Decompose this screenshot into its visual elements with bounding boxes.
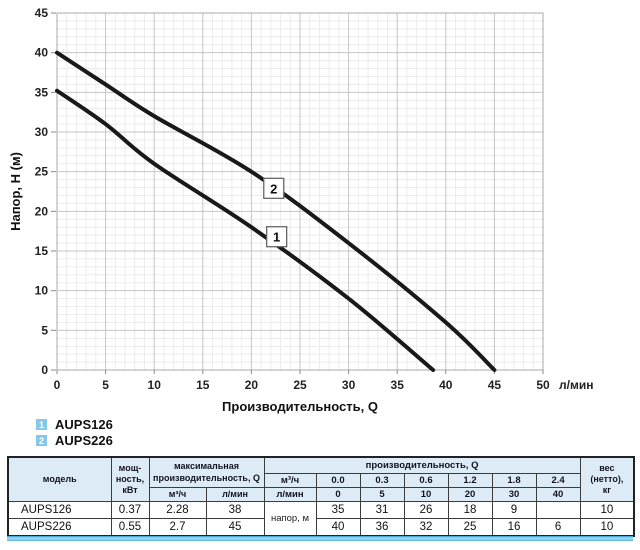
svg-text:40: 40: [439, 378, 453, 392]
svg-text:2: 2: [270, 181, 277, 196]
svg-text:15: 15: [35, 244, 49, 258]
weight-cell: 10: [579, 518, 635, 537]
performance-chart: 0 5 10 15 20 25 30 35 40 45 50 л/мин 0 5 10 15 20 25 30 35 4…: [8, 6, 593, 414]
curve-AUPS126: [55, 88, 436, 372]
m3h-value: 2.4: [535, 473, 581, 488]
head-value-cell: 18: [447, 501, 493, 519]
lmin-value: 20: [447, 487, 493, 502]
power-cell: 0.55: [110, 518, 150, 537]
lmin-value: 5: [359, 487, 405, 502]
legend-label-aups126: AUPS126: [55, 417, 113, 432]
col-header-max-capacity: максимальная производительность, Q: [148, 456, 265, 488]
x-axis-title: Производительность, Q: [222, 399, 378, 414]
head-value-cell: 32: [403, 518, 449, 537]
grid-major: [56, 12, 544, 371]
head-value-cell: 40: [315, 518, 361, 537]
unit-lmin-label: л/мин: [263, 487, 317, 502]
svg-text:0: 0: [54, 378, 61, 392]
svg-text:20: 20: [245, 378, 259, 392]
y-tick-labels: 0 5 10 15 20 25 30 35 40 45: [35, 6, 49, 377]
col-header-power: мощ- ность, кВт: [110, 456, 150, 502]
model-cell-aups126: AUPS126: [7, 501, 112, 519]
svg-text:25: 25: [293, 378, 307, 392]
svg-text:5: 5: [102, 378, 109, 392]
svg-text:30: 30: [35, 125, 49, 139]
lmin-value: 10: [403, 487, 449, 502]
head-row-label: напор, м: [263, 501, 317, 537]
svg-text:30: 30: [342, 378, 356, 392]
head-value-cell: 6: [535, 518, 581, 537]
head-value-cell: 25: [447, 518, 493, 537]
svg-text:50: 50: [536, 378, 550, 392]
head-value-cell: 36: [359, 518, 405, 537]
max-m3h-label: м³/ч: [148, 487, 207, 502]
lmin-value: 0: [315, 487, 361, 502]
col-header-capacity: производительность, Q: [263, 456, 581, 474]
head-value-cell: 31: [359, 501, 405, 519]
svg-text:0: 0: [41, 363, 48, 377]
x-tick-labels: 0 5 10 15 20 25 30 35 40 45 50: [54, 378, 550, 392]
svg-text:35: 35: [391, 378, 405, 392]
m3h-value: 1.2: [447, 473, 493, 488]
unit-m3h-label: м³/ч: [263, 473, 317, 488]
legend-marker-2-icon: 2: [36, 435, 47, 446]
x-unit-label: л/мин: [559, 378, 593, 392]
weight-cell: 10: [579, 501, 635, 519]
svg-text:15: 15: [196, 378, 210, 392]
y-axis-title: Напор, Н (м): [8, 152, 23, 231]
head-value-cell: [535, 501, 581, 519]
bottom-accent-bar: [7, 536, 633, 541]
spec-table: модель мощ- ность, кВт максимальная прои…: [7, 456, 636, 537]
legend-marker-1-icon: 1: [36, 419, 47, 430]
svg-text:45: 45: [488, 378, 502, 392]
col-header-model: модель: [7, 456, 112, 502]
max-m3h-cell: 2.7: [148, 518, 207, 537]
curve-label-1: 1: [266, 226, 288, 248]
svg-text:5: 5: [41, 323, 48, 337]
svg-text:35: 35: [35, 85, 49, 99]
svg-text:10: 10: [148, 378, 162, 392]
max-m3h-cell: 2.28: [148, 501, 207, 519]
max-lmin-label: л/мин: [205, 487, 265, 502]
m3h-value: 0.0: [315, 473, 361, 488]
head-value-cell: 26: [403, 501, 449, 519]
lmin-value: 40: [535, 487, 581, 502]
legend-item-aups126: 1 AUPS126: [36, 417, 113, 432]
curve-label-2: 2: [263, 177, 285, 199]
m3h-value: 0.3: [359, 473, 405, 488]
head-value-cell: 16: [491, 518, 537, 537]
svg-text:20: 20: [35, 204, 49, 218]
lmin-value: 30: [491, 487, 537, 502]
legend-item-aups226: 2 AUPS226: [36, 433, 113, 448]
col-header-weight: вес (нетто), кг: [579, 456, 635, 502]
m3h-value: 1.8: [491, 473, 537, 488]
svg-text:45: 45: [35, 6, 49, 20]
power-cell: 0.37: [110, 501, 150, 519]
svg-text:10: 10: [35, 284, 49, 298]
axis-ticks: [51, 12, 544, 374]
head-value-cell: 9: [491, 501, 537, 519]
model-cell-aups226: AUPS226: [7, 518, 112, 537]
legend-label-aups226: AUPS226: [55, 433, 113, 448]
m3h-value: 0.6: [403, 473, 449, 488]
max-lmin-cell: 38: [205, 501, 265, 519]
max-lmin-cell: 45: [205, 518, 265, 537]
table-row-aups226: AUPS226 0.55 2.7 45 40 36 32 25 16 6 10: [7, 518, 635, 537]
svg-text:1: 1: [273, 230, 280, 245]
head-value-cell: 35: [315, 501, 361, 519]
table-row-aups126: AUPS126 0.37 2.28 38 напор, м 35 31 26 1…: [7, 501, 635, 537]
chart-legend: 1 AUPS126 2 AUPS226: [36, 417, 113, 449]
svg-text:25: 25: [35, 165, 49, 179]
svg-text:40: 40: [35, 46, 49, 60]
